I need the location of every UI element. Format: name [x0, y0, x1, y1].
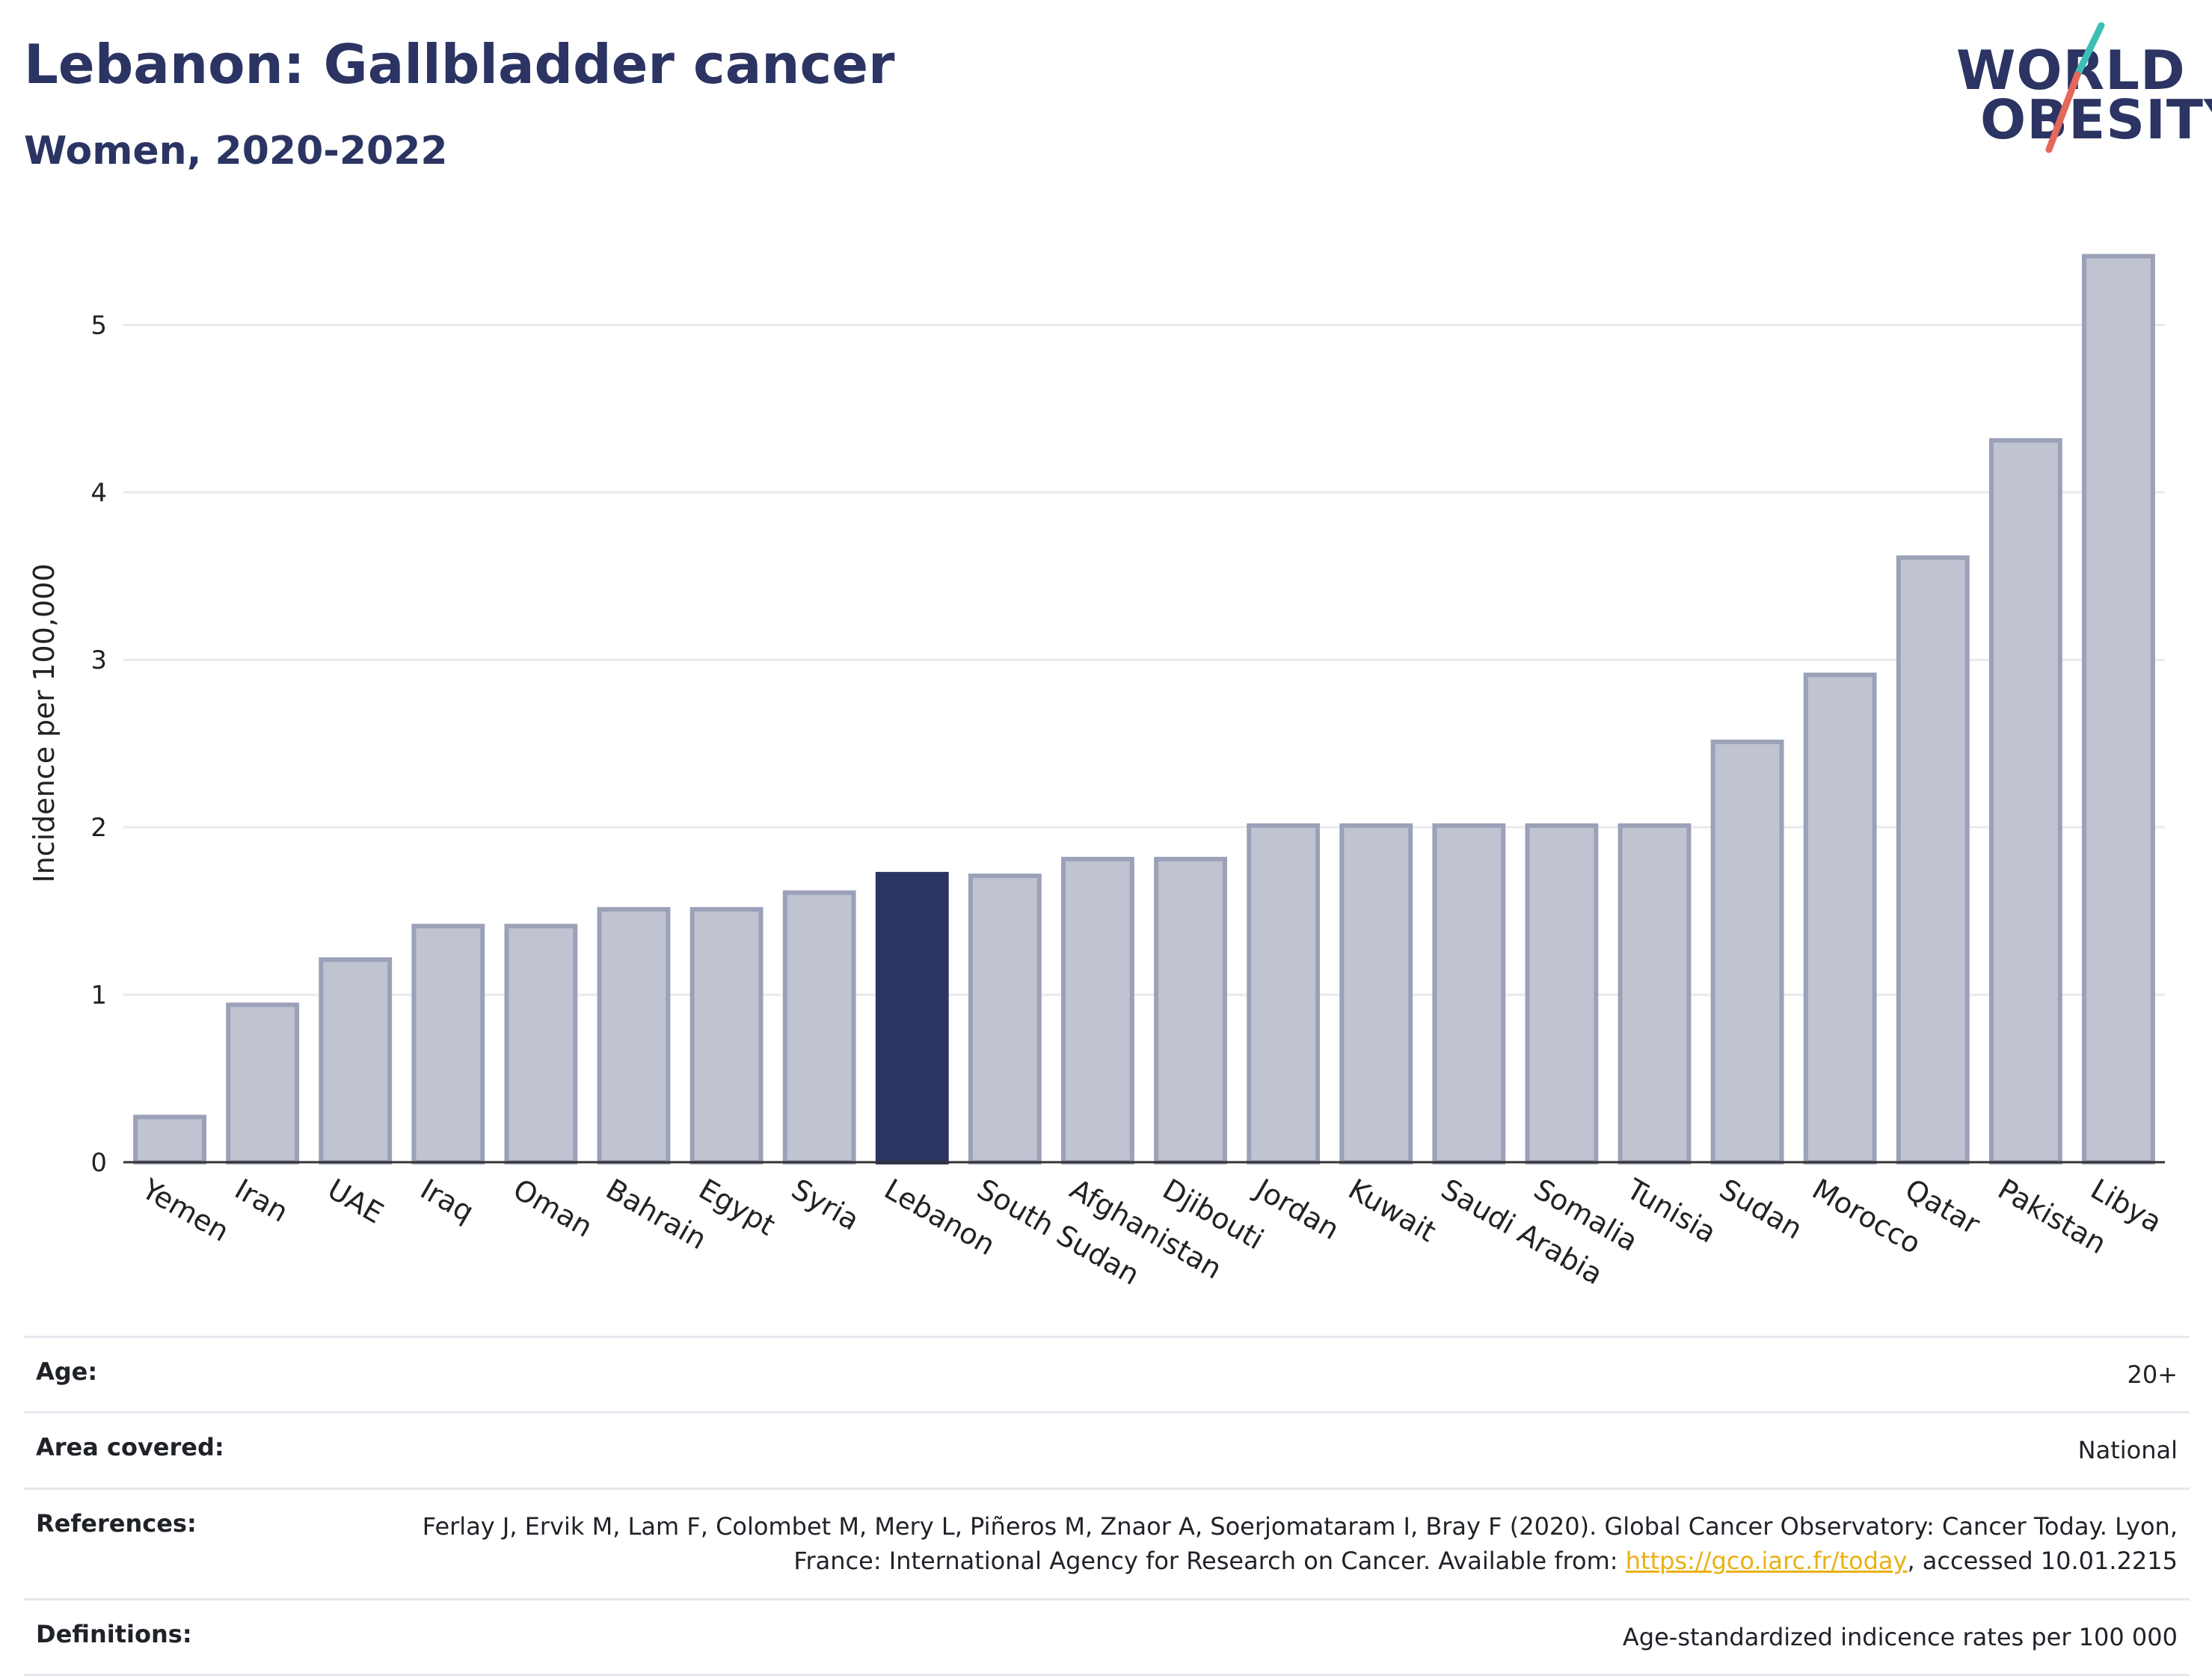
x-tick-label: Iraq — [415, 1173, 479, 1229]
bar-libya — [2082, 254, 2155, 1165]
bar-iraq — [411, 924, 485, 1165]
bar-somalia — [1525, 823, 1599, 1164]
x-tick-label: Bahrain — [600, 1173, 712, 1256]
y-axis-label: Incidence per 100,000 — [28, 563, 61, 882]
bar-south-sudan — [968, 874, 1042, 1164]
x-tick-label: Oman — [508, 1173, 598, 1244]
bar-tunisia — [1617, 823, 1692, 1164]
bar-djibouti — [1154, 856, 1227, 1164]
x-tick-label: Syria — [786, 1173, 864, 1237]
bar-syria — [782, 890, 856, 1164]
bar-egypt — [689, 906, 764, 1164]
info-row-age: Age: 20+ — [24, 1336, 2190, 1411]
info-value-age: 20+ — [2127, 1360, 2178, 1389]
reference-link[interactable]: https://gco.iarc.fr/today — [1625, 1547, 1908, 1576]
bar-yemen — [133, 1114, 206, 1165]
bar-iran — [226, 1002, 300, 1165]
bar-kuwait — [1339, 823, 1413, 1164]
reference-text: Ferlay J, Ervik M, Lam F, Colombet M, Me… — [422, 1511, 2178, 1576]
info-row-references: References: Ferlay J, Ervik M, Lam F, Co… — [24, 1487, 2190, 1598]
info-label-definitions: Definitions: — [36, 1619, 192, 1648]
chart-subtitle: Women, 2020-2022 — [24, 129, 448, 174]
y-tick-label: 3 — [90, 645, 107, 675]
bar-lebanon — [875, 871, 949, 1164]
y-tick-label: 0 — [90, 1148, 107, 1178]
y-tick-label: 1 — [90, 980, 107, 1010]
reference-accessed: , accessed 10.01.2215 — [1907, 1547, 2178, 1576]
y-tick-label: 4 — [90, 478, 107, 508]
x-tick-label: Yemen — [136, 1172, 235, 1248]
bar-bahrain — [597, 906, 671, 1164]
info-value-definitions: Age-standardized indicence rates per 100… — [1622, 1622, 2178, 1651]
bar-saudi-arabia — [1432, 823, 1506, 1164]
bar-morocco — [1803, 672, 1877, 1164]
info-value-references: Ferlay J, Ervik M, Lam F, Colombet M, Me… — [345, 1509, 2178, 1579]
info-value-area: National — [2077, 1436, 2178, 1465]
info-table: Age: 20+ Area covered: National Referenc… — [24, 1336, 2190, 1676]
chart-title: Lebanon: Gallbladder cancer — [24, 33, 895, 96]
bar-pakistan — [1988, 438, 2062, 1164]
bar-oman — [504, 924, 578, 1165]
y-tick-label: 5 — [90, 310, 107, 340]
bar-uae — [319, 957, 393, 1165]
info-label-references: References: — [36, 1508, 197, 1538]
x-tick-label: Sudan — [1714, 1173, 1808, 1246]
bar-afghanistan — [1061, 856, 1134, 1164]
info-row-definitions: Definitions: Age-standardized indicence … — [24, 1597, 2190, 1676]
y-tick-label: 2 — [90, 813, 107, 843]
info-row-area: Area covered: National — [24, 1411, 2190, 1487]
world-obesity-logo: WORLD OBESITY — [1944, 22, 2212, 157]
logo-line-obesity: OBESITY — [1980, 88, 2212, 151]
info-label-age: Age: — [36, 1357, 98, 1386]
x-tick-label: UAE — [322, 1173, 389, 1230]
bar-jordan — [1247, 823, 1321, 1164]
x-tick-label: Iran — [230, 1173, 294, 1229]
logo-slash-icon — [2045, 22, 2105, 153]
bar-qatar — [1896, 555, 1970, 1164]
info-label-area: Area covered: — [36, 1433, 224, 1462]
bar-sudan — [1710, 739, 1784, 1164]
x-tick-label: Kuwait — [1343, 1173, 1442, 1249]
